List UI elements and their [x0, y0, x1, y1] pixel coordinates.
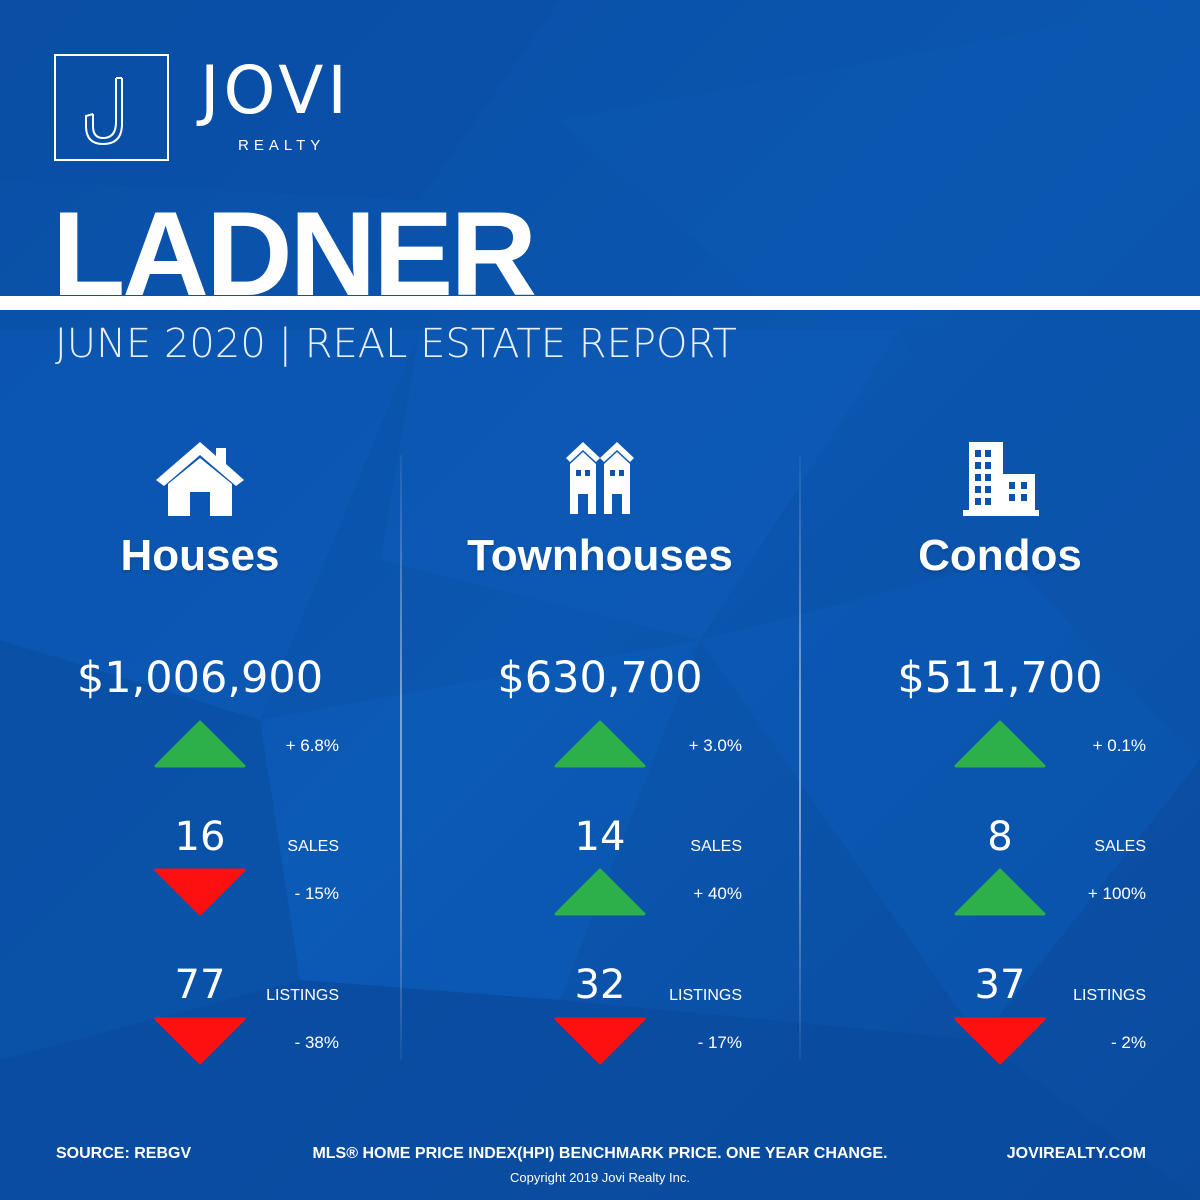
sales-change: + 40% [693, 884, 742, 903]
footer-copyright: Copyright 2019 Jovi Realty Inc. [510, 1170, 690, 1185]
report-subtitle: JUNE 2020 | REAL ESTATE REPORT [55, 321, 737, 367]
price-up-arrow-icon [154, 720, 246, 768]
category-title: Condos [918, 531, 1082, 580]
title-underline [0, 296, 1200, 310]
footer-source: SOURCE: REBGV [56, 1145, 192, 1162]
listings-change: - 17% [697, 1033, 742, 1052]
price-change: + 6.8% [285, 736, 339, 755]
column-icon-wrap [800, 440, 1200, 540]
listings-label: LISTINGS [1073, 987, 1146, 1004]
benchmark-price: $1,006,900 [76, 653, 324, 703]
logo-subtext: REALTY [238, 137, 326, 154]
sales-count: 8 [987, 814, 1013, 860]
column-houses: Houses $1,006,900 + 6.8% 16 SALES - 15% … [0, 420, 400, 1080]
house-icon [156, 442, 244, 516]
condo-building-icon [963, 442, 1039, 516]
logo-mark [54, 54, 169, 161]
sales-up-arrow-icon [554, 868, 646, 916]
column-divider [799, 455, 801, 1060]
listings-label: LISTINGS [266, 987, 339, 1004]
sales-up-arrow-icon [954, 868, 1046, 916]
price-up-arrow-icon [954, 720, 1046, 768]
logo-j-icon [85, 77, 123, 146]
column-condos: Condos $511,700 + 0.1% 8 SALES + 100% 37… [800, 420, 1200, 1080]
benchmark-price: $630,700 [497, 653, 703, 703]
price-change: + 0.1% [1092, 736, 1146, 755]
listings-label: LISTINGS [669, 987, 742, 1004]
listings-down-arrow-icon [154, 1017, 246, 1065]
listings-down-arrow-icon [954, 1017, 1046, 1065]
sales-label: SALES [690, 838, 742, 855]
listings-down-arrow-icon [554, 1017, 646, 1065]
benchmark-price: $511,700 [897, 653, 1103, 703]
footer-note: MLS® HOME PRICE INDEX(HPI) BENCHMARK PRI… [312, 1145, 888, 1162]
category-title: Houses [120, 531, 280, 580]
sales-down-arrow-icon [154, 868, 246, 916]
listings-count: 37 [974, 962, 1026, 1008]
sales-label: SALES [287, 838, 339, 855]
column-divider [400, 455, 402, 1060]
page-title: LADNER [52, 187, 537, 321]
sales-count: 16 [174, 814, 226, 860]
listings-change: - 38% [294, 1033, 339, 1052]
price-change: + 3.0% [688, 736, 742, 755]
footer-website-link[interactable]: JOVIREALTY.COM [1006, 1145, 1146, 1162]
townhouse-icon [566, 442, 634, 514]
sales-change: + 100% [1087, 884, 1146, 903]
logo-wordmark: JOVI [200, 52, 351, 129]
sales-change: - 15% [294, 884, 339, 903]
category-title: Townhouses [467, 531, 733, 580]
column-icon-wrap [0, 440, 400, 540]
sales-label: SALES [1094, 838, 1146, 855]
sales-count: 14 [574, 814, 626, 860]
listings-count: 32 [574, 962, 626, 1008]
price-up-arrow-icon [554, 720, 646, 768]
listings-count: 77 [174, 962, 226, 1008]
column-townhouses: Townhouses $630,700 + 3.0% 14 SALES + 40… [400, 420, 800, 1080]
listings-change: - 2% [1111, 1033, 1146, 1052]
column-icon-wrap [400, 440, 800, 540]
